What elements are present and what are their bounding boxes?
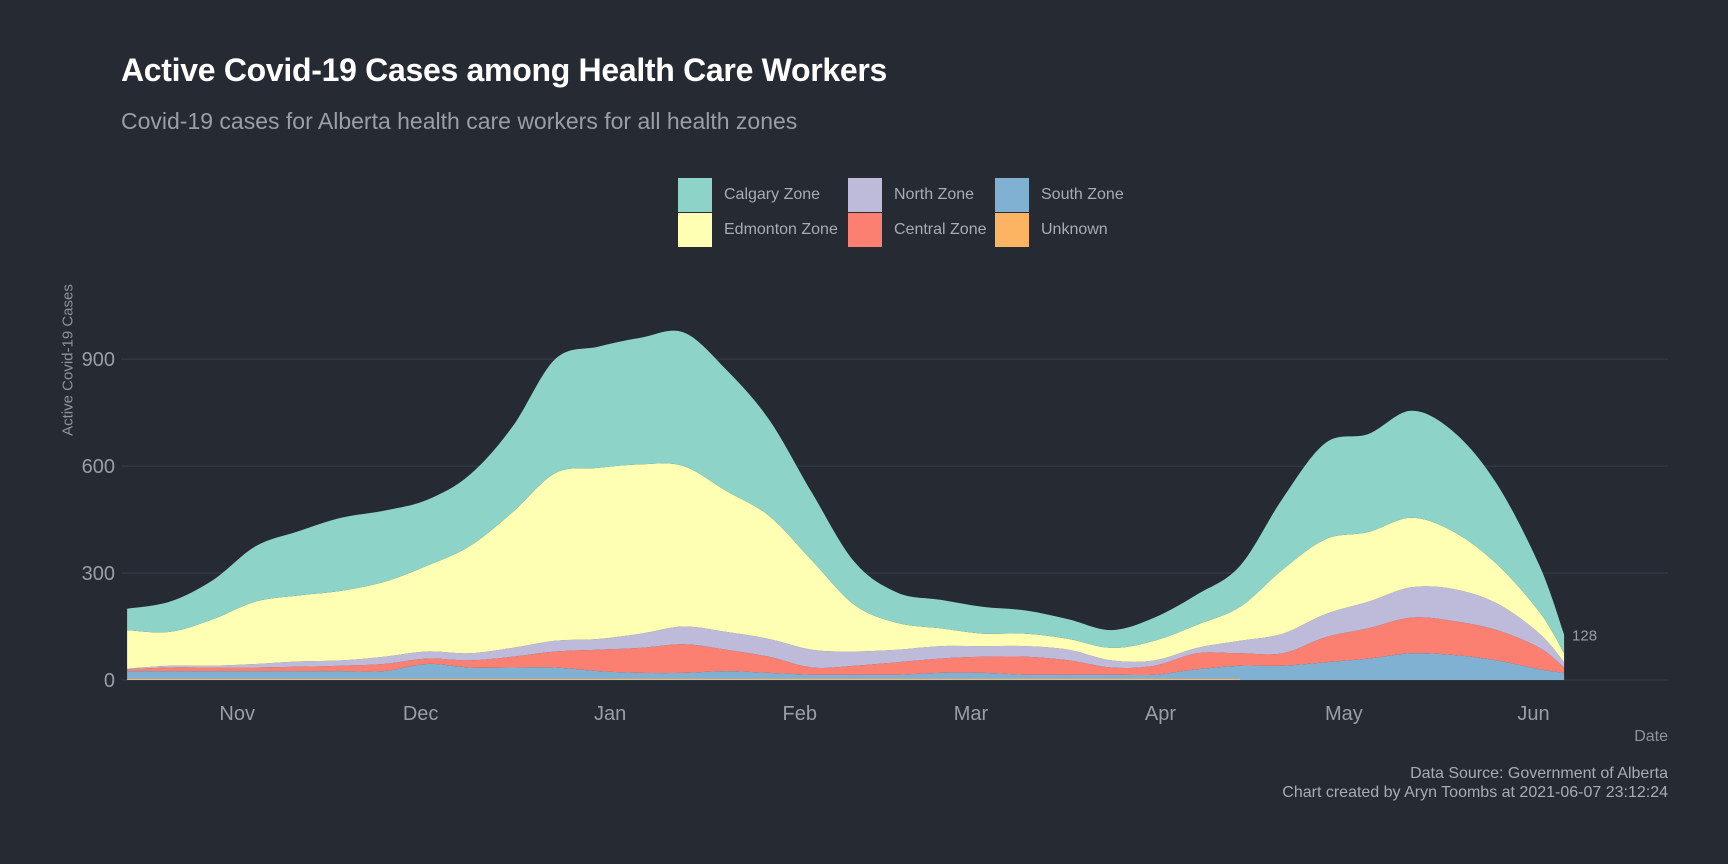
chart-title: Active Covid-19 Cases among Health Care … [121, 52, 888, 88]
area-series-unknown [1154, 678, 1198, 680]
x-tick-label: Feb [782, 703, 816, 725]
legend-label: Central Zone [894, 221, 987, 238]
area-series-unknown [769, 678, 812, 680]
x-tick-label: Apr [1145, 703, 1176, 725]
area-series-unknown [983, 678, 1026, 680]
x-tick-label: Jan [594, 703, 626, 725]
area-series-unknown [1025, 678, 1069, 680]
area-series-unknown [383, 678, 427, 680]
area-series-unknown [341, 678, 384, 680]
x-tick-label: Mar [954, 703, 989, 725]
x-tick-label: Nov [219, 703, 255, 725]
y-tick-label: 900 [82, 349, 115, 371]
legend-label: Unknown [1041, 221, 1108, 238]
area-series-calgary-zone [127, 330, 1565, 654]
y-tick-label: 600 [82, 456, 115, 478]
x-tick-label: Dec [403, 703, 439, 725]
x-tick-label: Jun [1517, 703, 1549, 725]
area-series-unknown [555, 678, 598, 680]
area-series-unknown [212, 678, 256, 680]
area-series-unknown [597, 678, 641, 680]
data-source-note: Data Source: Government of Alberta [1410, 765, 1668, 782]
area-series-north-zone [127, 586, 1565, 670]
area-series-edmonton-zone [127, 463, 1565, 669]
chart-caption: Data Source: Government of Alberta Chart… [1282, 764, 1668, 802]
area-series-unknown [1111, 678, 1155, 680]
legend-swatch [995, 178, 1029, 212]
area-series-unknown [854, 678, 898, 680]
area-series-unknown [683, 678, 727, 680]
y-tick-label: 0 [104, 670, 115, 692]
area-series-unknown [811, 678, 855, 680]
area-series-unknown [1068, 678, 1112, 680]
legend-swatch [995, 213, 1029, 247]
chart-credit-note: Chart created by Aryn Toombs at 2021-06-… [1282, 784, 1668, 801]
area-series-unknown [640, 678, 684, 680]
area-series-unknown [726, 678, 770, 680]
area-series-south-zone [127, 653, 1565, 680]
end-value-annotation: 128 [1572, 627, 1597, 644]
legend-swatch [848, 213, 882, 247]
legend-label: Calgary Zone [724, 186, 821, 203]
legend-swatch [848, 178, 882, 212]
legend-label: South Zone [1041, 186, 1124, 203]
x-tick-label: May [1325, 703, 1363, 725]
legend-swatch [678, 178, 712, 212]
x-axis-label: Date [1634, 728, 1668, 745]
y-tick-label: 300 [82, 563, 115, 585]
area-series-central-zone [127, 617, 1565, 676]
chart-subtitle: Covid-19 cases for Alberta health care w… [121, 108, 798, 134]
area-series-unknown [1197, 678, 1240, 680]
legend-swatch [678, 213, 712, 247]
area-series-unknown [298, 678, 342, 680]
legend-label: Edmonton Zone [724, 221, 838, 238]
area-series-unknown [169, 678, 213, 680]
area-series-unknown [255, 678, 299, 680]
legend-label: North Zone [894, 186, 975, 203]
area-series-unknown [512, 678, 556, 680]
area-series-unknown [897, 678, 941, 680]
area-series-unknown [127, 678, 170, 680]
area-series-unknown [940, 678, 984, 680]
area-series-unknown [469, 678, 513, 680]
area-series-unknown [426, 678, 470, 680]
